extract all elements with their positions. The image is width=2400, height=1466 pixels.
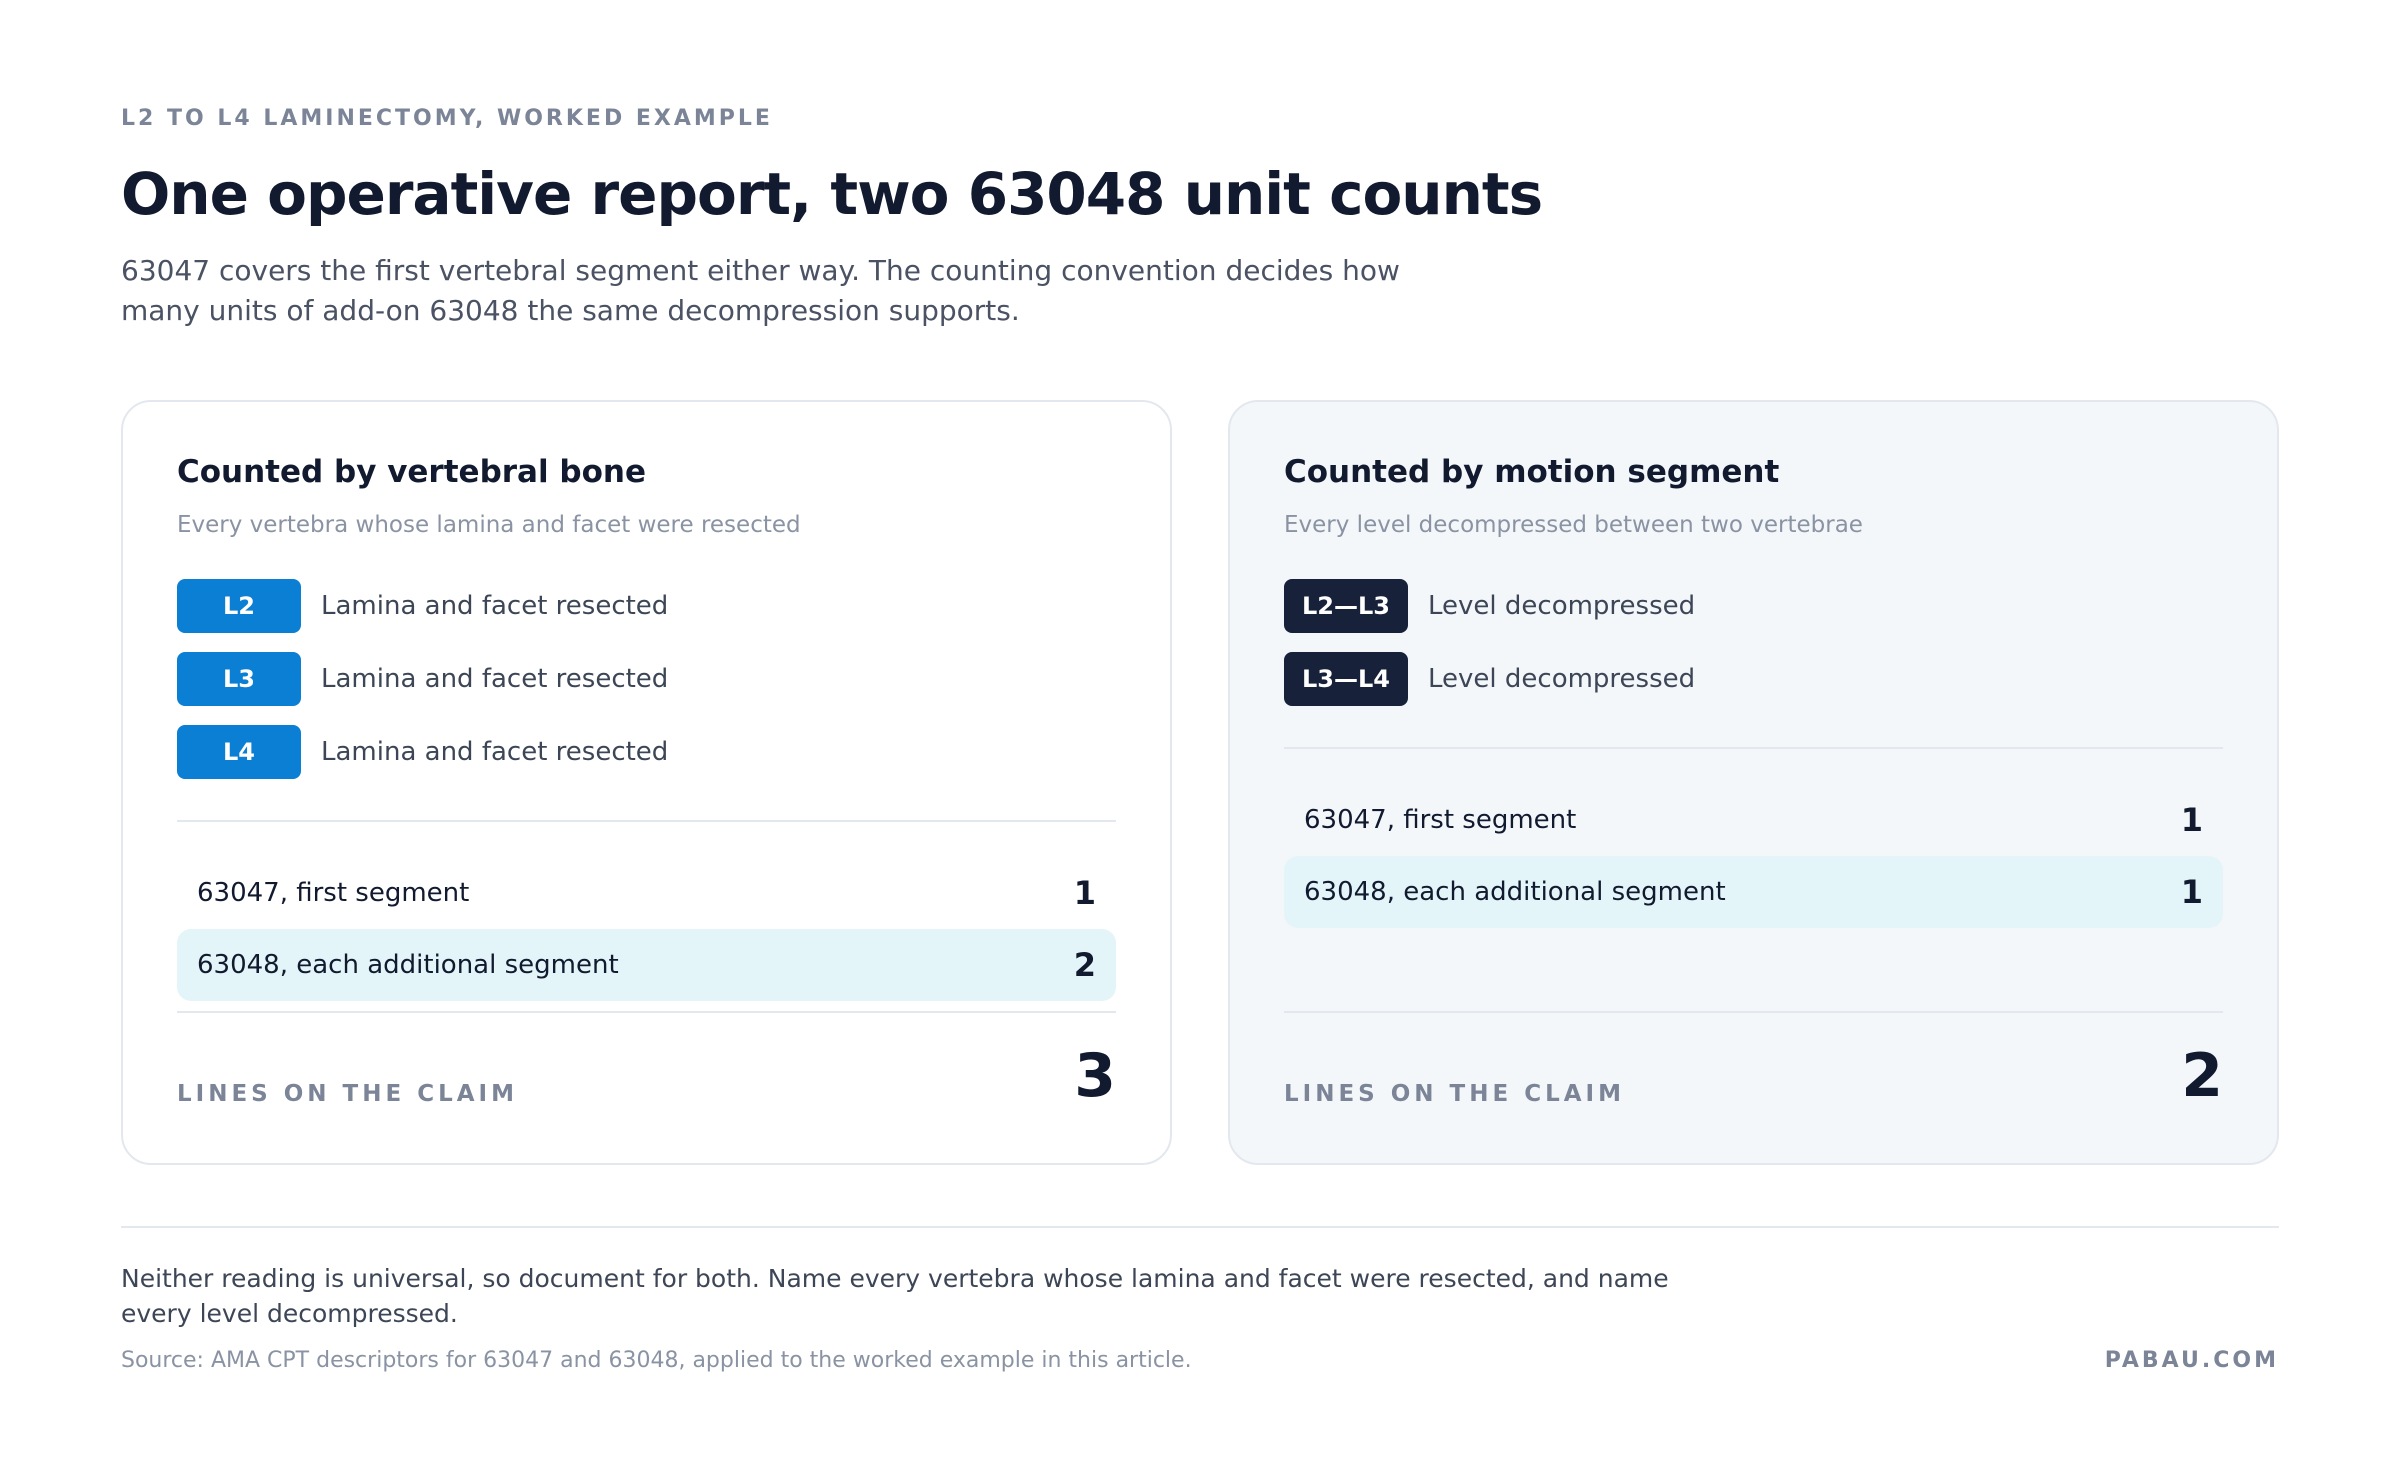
item-label: Lamina and facet resected xyxy=(321,664,669,694)
total-row: LINES ON THE CLAIM 3 xyxy=(177,1011,1116,1123)
item-list: L2—L3 Level decompressed L3—L4 Level decomp… xyxy=(1284,579,2223,706)
item: L3—L4 Level decompressed xyxy=(1284,652,2223,706)
total-label: LINES ON THE CLAIM xyxy=(177,1081,518,1107)
code-line: 63048, each additional segment 2 xyxy=(177,929,1116,1001)
cards: Counted by vertebral bone Every vertebra … xyxy=(121,400,2279,1165)
vertebra-tag: L2 xyxy=(177,579,301,633)
unit-count: 1 xyxy=(2180,801,2203,839)
code-line: 63047, first segment 1 xyxy=(1284,784,2223,856)
vertebra-tag: L3—L4 xyxy=(1284,652,1408,706)
item: L3 Lamina and facet resected xyxy=(177,652,1116,706)
card: Counted by motion segment Every level dec… xyxy=(1228,400,2279,1165)
code-line: 63047, first segment 1 xyxy=(177,857,1116,929)
item: L4 Lamina and facet resected xyxy=(177,725,1116,779)
item-label: Lamina and facet resected xyxy=(321,591,669,621)
item-label: Level decompressed xyxy=(1428,591,1696,621)
vertebra-tag: L2—L3 xyxy=(1284,579,1408,633)
divider xyxy=(177,820,1116,822)
code-label: 63047, first segment xyxy=(1304,805,1577,835)
eyebrow: L2 TO L4 LAMINECTOMY, WORKED EXAMPLE xyxy=(121,106,773,131)
card-subtitle: Every vertebra whose lamina and facet we… xyxy=(177,512,801,538)
total-label: LINES ON THE CLAIM xyxy=(1284,1081,1625,1107)
item: L2—L3 Level decompressed xyxy=(1284,579,2223,633)
vertebra-tag: L4 xyxy=(177,725,301,779)
card-title: Counted by motion segment xyxy=(1284,454,1780,490)
note: Neither reading is universal, so documen… xyxy=(121,1264,1669,1328)
card-title: Counted by vertebral bone xyxy=(177,454,646,490)
item-label: Lamina and facet resected xyxy=(321,737,669,767)
item-label: Level decompressed xyxy=(1428,664,1696,694)
total-row: LINES ON THE CLAIM 2 xyxy=(1284,1011,2223,1123)
code-lines: 63047, first segment 1 63048, each additio… xyxy=(1284,784,2223,928)
vertebra-tag: L3 xyxy=(177,652,301,706)
divider xyxy=(1284,747,2223,749)
card-subtitle: Every level decompressed between two ver… xyxy=(1284,512,1863,538)
code-lines: 63047, first segment 1 63048, each additio… xyxy=(177,857,1116,1001)
source: Source: AMA CPT descriptors for 63047 an… xyxy=(121,1348,1192,1373)
card: Counted by vertebral bone Every vertebra … xyxy=(121,400,1172,1165)
code-line: 63048, each additional segment 1 xyxy=(1284,856,2223,928)
code-label: 63048, each additional segment xyxy=(197,950,619,980)
item: L2 Lamina and facet resected xyxy=(177,579,1116,633)
code-label: 63048, each additional segment xyxy=(1304,877,1726,907)
subtitle: 63047 covers the first vertebral segment… xyxy=(121,254,1400,327)
unit-count: 1 xyxy=(1073,874,1096,912)
unit-count: 1 xyxy=(2180,873,2203,911)
unit-count: 2 xyxy=(1073,946,1096,984)
total-value: 3 xyxy=(1074,1041,1116,1111)
total-value: 2 xyxy=(2181,1041,2223,1111)
code-label: 63047, first segment xyxy=(197,878,470,908)
item-list: L2 Lamina and facet resected L3 Lamina and … xyxy=(177,579,1116,779)
brand: PABAU.COM xyxy=(2104,1348,2279,1373)
divider xyxy=(121,1226,2279,1228)
title: One operative report, two 63048 unit cou… xyxy=(121,160,1543,228)
